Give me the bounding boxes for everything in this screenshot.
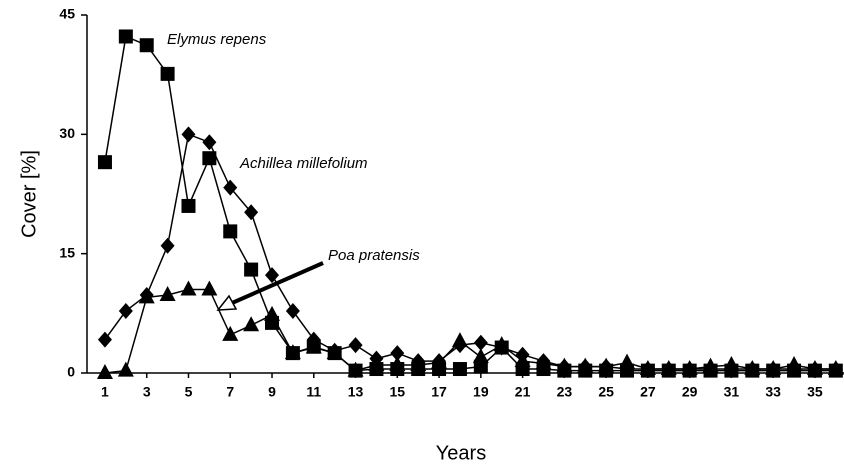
marker [723,356,740,372]
marker [493,336,510,352]
marker [389,356,406,372]
marker [118,29,133,44]
marker [284,344,301,360]
series-annotation: Elymus repens [167,31,267,48]
y-axis-label: Cover [%] [18,150,40,238]
marker [347,361,364,377]
marker [181,198,196,213]
marker [786,356,803,372]
marker [243,316,260,332]
x-tick-label: 1 [101,384,109,400]
x-tick-label: 33 [765,384,781,400]
marker [639,360,656,376]
annotation-arrowhead [216,294,238,311]
marker [473,359,488,374]
marker [223,179,238,196]
y-tick-label: 45 [59,6,75,22]
marker [97,155,112,170]
marker [285,302,300,319]
marker [827,360,844,376]
x-tick-label: 17 [431,384,447,400]
marker [451,332,468,348]
marker [681,360,698,376]
y-tick-label: 30 [59,125,75,141]
x-tick-label: 19 [473,384,489,400]
marker [326,344,343,360]
marker [223,224,238,239]
series-line [104,288,836,374]
marker [390,345,405,362]
marker [138,288,155,304]
marker [765,360,782,376]
marker [702,357,719,373]
marker [265,267,280,284]
marker [472,348,489,364]
marker [159,286,176,302]
x-tick-label: 29 [682,384,698,400]
marker [431,353,448,369]
x-tick-label: 3 [143,384,151,400]
marker [202,151,217,166]
y-tick-label: 0 [67,364,75,380]
marker [181,126,196,143]
marker [97,331,112,348]
marker [577,357,594,373]
marker [139,38,154,53]
series-annotation: Achillea millefolium [239,155,368,172]
marker [806,360,823,376]
marker [118,302,133,319]
marker [222,325,239,341]
x-tick-label: 13 [348,384,364,400]
series-annotation: Poa pratensis [328,247,420,264]
x-tick-label: 5 [185,384,193,400]
marker [598,357,615,373]
x-tick-label: 9 [268,384,276,400]
marker [556,357,573,373]
marker [202,134,217,151]
x-tick-label: 23 [557,384,573,400]
marker [180,280,197,296]
marker [535,354,552,370]
x-tick-label: 15 [390,384,406,400]
marker [244,262,259,277]
marker [744,360,761,376]
series-line [104,133,836,370]
x-tick-label: 7 [226,384,234,400]
x-tick-label: 31 [724,384,740,400]
x-tick-label: 21 [515,384,531,400]
marker [160,237,175,254]
marker [305,338,322,354]
marker [473,334,488,351]
marker [117,361,134,377]
marker [410,356,427,372]
marker [348,337,363,354]
annotation-arrow [231,261,324,305]
marker [160,66,175,81]
series-line [104,35,836,372]
marker [201,280,218,296]
marker [244,204,259,221]
marker [452,362,467,377]
marker [368,356,385,372]
y-tick-label: 15 [59,244,75,260]
x-tick-label: 25 [598,384,614,400]
x-tick-label: 35 [807,384,823,400]
marker [96,364,113,379]
marker [660,360,677,376]
marker [619,353,636,369]
x-tick-label: 11 [306,384,321,400]
x-tick-label: 27 [640,384,656,400]
x-axis-label: Years [436,442,486,464]
marker [514,352,531,368]
marker [264,305,281,321]
